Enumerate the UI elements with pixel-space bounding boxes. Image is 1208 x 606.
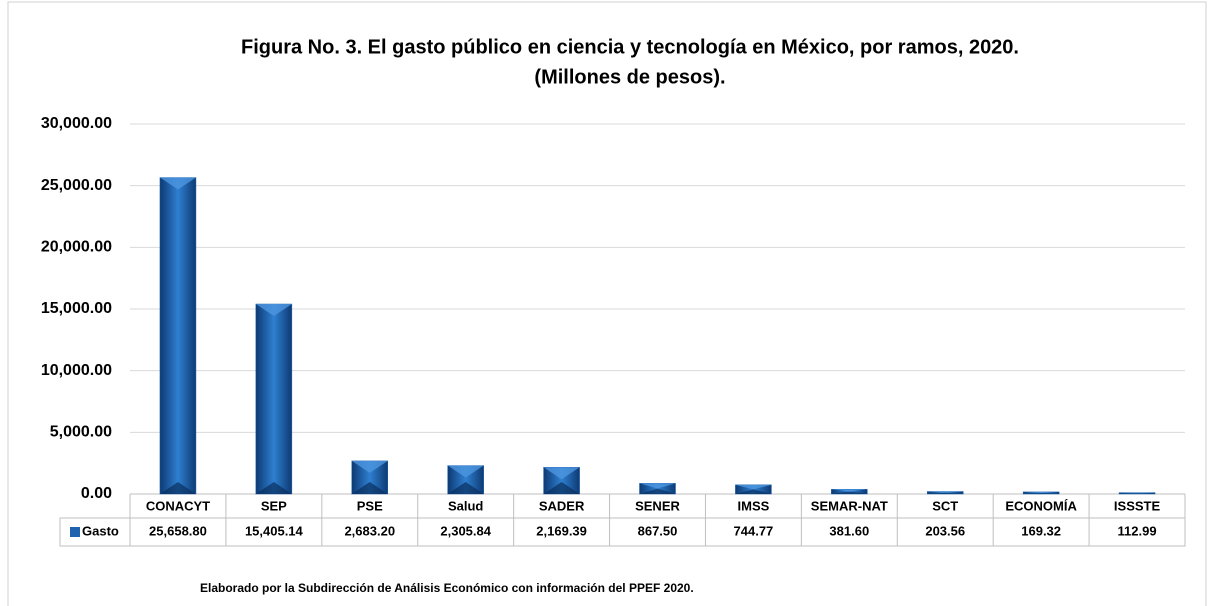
value-label: 25,658.80 (149, 523, 207, 538)
bar-cap (735, 484, 772, 490)
x-tick-label: Salud (448, 498, 483, 513)
frame (7, 1, 1207, 606)
chart-title: Figura No. 3. El gasto público en cienci… (241, 36, 1019, 58)
x-tick-label: SCT (932, 498, 958, 513)
bar-base (1119, 493, 1156, 494)
bar-cap (1023, 491, 1060, 493)
value-label: 2,169.39 (536, 523, 587, 538)
bar-cap (543, 467, 580, 480)
y-tick-label: 15,000.00 (41, 300, 112, 317)
bar-base (927, 492, 964, 494)
bar-base (831, 491, 868, 494)
legend-label: Gasto (82, 523, 119, 538)
bar-base (1023, 492, 1060, 494)
x-tick-label: ISSSTE (1114, 498, 1161, 513)
x-tick-label: SADER (539, 498, 585, 513)
note: Elaborado por la Subdirección de Análisi… (200, 581, 694, 595)
x-tick-label: ECONOMÍA (1005, 498, 1077, 513)
bar-cap (447, 465, 484, 478)
bar-base (159, 482, 196, 494)
bar-base (543, 482, 580, 494)
legend-swatch (70, 527, 80, 537)
value-label: 867.50 (638, 523, 678, 538)
value-label: 169.32 (1021, 523, 1061, 538)
y-tick-label: 25,000.00 (41, 177, 112, 194)
bar-cap (351, 460, 388, 473)
x-tick-label: SENER (635, 498, 680, 513)
x-tick-label: IMSS (738, 498, 770, 513)
bar-base (255, 482, 292, 494)
x-tick-label: PSE (357, 498, 383, 513)
value-label: 203.56 (925, 523, 965, 538)
bar (159, 177, 197, 495)
table-border (59, 517, 1186, 547)
y-tick-label: 0.00 (81, 485, 112, 502)
bar-cap (159, 177, 196, 190)
bar-cap (1119, 492, 1156, 494)
x-tick-label: SEMAR-NAT (811, 498, 888, 513)
value-label: 112.99 (1118, 523, 1157, 538)
x-tick-label: SEP (261, 498, 287, 513)
bar (255, 303, 293, 495)
value-label: 381.60 (829, 523, 869, 538)
y-tick-label: 5,000.00 (50, 424, 112, 441)
bar-cap (255, 304, 292, 317)
x-tick-label: CONACYT (146, 498, 210, 513)
bar-base (351, 482, 388, 494)
bar-base (735, 489, 772, 494)
bar-cap (831, 489, 868, 492)
y-tick-label: 30,000.00 (41, 115, 112, 132)
bar-cap (927, 491, 964, 493)
bar-base (639, 488, 676, 494)
y-tick-label: 20,000.00 (41, 239, 112, 256)
value-label: 2,305.84 (440, 523, 491, 538)
value-label: 744.77 (734, 523, 774, 538)
bar-cap (639, 483, 676, 489)
y-tick-label: 10,000.00 (41, 362, 112, 379)
value-label: 2,683.20 (344, 523, 395, 538)
bar-base (447, 482, 484, 494)
value-label: 15,405.14 (245, 523, 304, 538)
chart-subtitle: (Millones de pesos). (534, 66, 725, 88)
